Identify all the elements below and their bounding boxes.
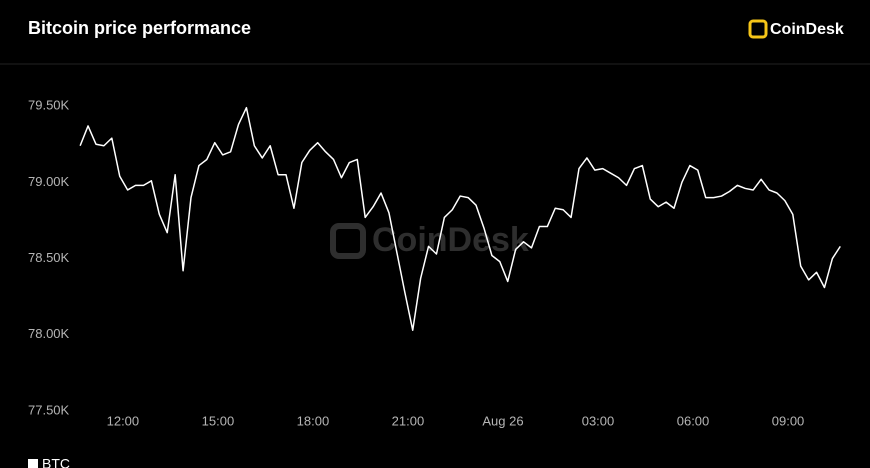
y-tick-label: 79.00K xyxy=(28,174,70,189)
logo-text: CoinDesk xyxy=(770,21,844,38)
x-tick-label: 09:00 xyxy=(772,413,805,428)
watermark: CoinDesk xyxy=(330,221,529,259)
logo: CoinDesk xyxy=(748,19,844,39)
x-tick-label: 06:00 xyxy=(677,413,710,428)
chart-title: Bitcoin price performance xyxy=(28,18,251,38)
plot: 77.50K 78.00K 78.50K 79.00K 79.50K 12:00 15:00… xyxy=(28,98,841,428)
logo-icon xyxy=(748,19,768,39)
x-tick-label: 03:00 xyxy=(582,413,615,428)
x-tick-label: Aug 26 xyxy=(482,413,523,428)
y-tick-label: 78.00K xyxy=(28,326,70,341)
logo-icon-inner xyxy=(755,26,761,32)
legend-swatch xyxy=(28,459,38,468)
x-tick-label: 21:00 xyxy=(392,413,425,428)
x-tick-label: 12:00 xyxy=(107,413,140,428)
x-tick-label: 18:00 xyxy=(297,413,330,428)
legend-label: BTC xyxy=(42,456,70,468)
x-tick-label: 15:00 xyxy=(202,413,235,428)
watermark-icon xyxy=(330,223,366,259)
watermark-text: CoinDesk xyxy=(372,221,529,259)
y-tick-label: 79.50K xyxy=(28,98,70,113)
y-tick-label: 78.50K xyxy=(28,250,70,265)
price-line xyxy=(79,106,841,331)
y-tick-label: 77.50K xyxy=(28,402,70,417)
